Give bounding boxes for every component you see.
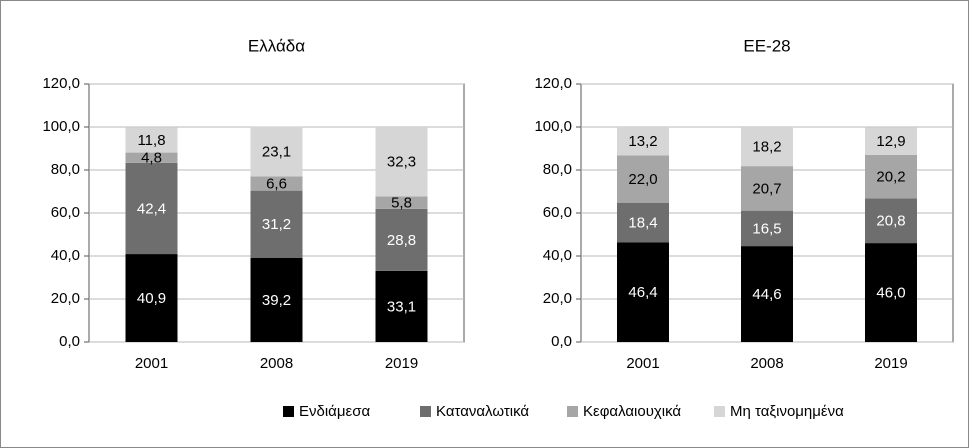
bar-segment (617, 242, 669, 342)
y-tick-label: 120,0 (534, 75, 572, 92)
bar-segment (125, 162, 178, 255)
legend-swatch (420, 406, 431, 417)
data-label: 42,4 (137, 200, 166, 217)
x-tick-label: 2019 (874, 355, 907, 372)
bar-segment (865, 127, 917, 155)
bar-segment (250, 257, 303, 342)
y-tick-label: 80,0 (543, 161, 572, 178)
data-label: 23,1 (262, 144, 291, 161)
data-label: 20,7 (752, 180, 781, 197)
data-label: 6,6 (266, 176, 287, 193)
bar-segment (741, 210, 793, 247)
data-label: 5,8 (391, 195, 412, 212)
data-label: 22,0 (628, 171, 657, 188)
y-tick-label: 0,0 (551, 333, 572, 350)
data-label: 32,3 (387, 154, 416, 171)
y-tick-label: 40,0 (51, 247, 80, 264)
bar-segment (617, 127, 669, 156)
bar-segment (250, 190, 303, 258)
data-label: 11,8 (137, 132, 165, 149)
data-label: 46,4 (628, 284, 657, 301)
bar-segment (375, 127, 428, 197)
bar-segment (250, 126, 303, 177)
bar-segment (865, 154, 917, 199)
y-tick-label: 100,0 (42, 118, 80, 135)
data-label: 44,6 (752, 286, 781, 303)
data-label: 31,2 (262, 216, 291, 233)
bar-segment (250, 176, 303, 191)
legend-label: Κεφαλαιουχικά (583, 403, 681, 420)
y-tick-label: 0,0 (59, 333, 80, 350)
data-label: 40,9 (137, 290, 166, 307)
bar-segment (617, 155, 669, 203)
x-tick-label: 2001 (135, 355, 168, 372)
legend-label: Μη ταξινομημένα (730, 403, 844, 420)
data-label: 4,8 (141, 150, 162, 167)
bar-segment (125, 254, 178, 342)
bar-segment (125, 152, 178, 163)
data-label: 18,4 (628, 214, 657, 231)
bar-segment (741, 127, 793, 167)
bar-segment (741, 166, 793, 211)
bar-segment (741, 246, 793, 342)
chart-title: Ελλάδα (248, 36, 305, 55)
y-tick-label: 80,0 (51, 161, 80, 178)
legend-label: Ενδιάμεσα (299, 403, 370, 420)
data-label: 33,1 (387, 298, 416, 315)
data-label: 20,2 (876, 169, 905, 186)
data-label: 12,9 (876, 133, 905, 150)
data-label: 28,8 (387, 232, 416, 249)
bar-segment (125, 127, 178, 153)
legend-label: Καταναλωτικά (436, 403, 529, 420)
data-label: 20,8 (876, 213, 905, 230)
y-tick-label: 60,0 (543, 204, 572, 221)
y-tick-label: 40,0 (543, 247, 572, 264)
data-label: 46,0 (876, 285, 905, 302)
y-tick-label: 120,0 (42, 75, 80, 92)
x-tick-label: 2008 (260, 355, 293, 372)
bar-segment (375, 270, 428, 342)
x-tick-label: 2001 (626, 355, 659, 372)
legend-swatch (283, 406, 294, 417)
data-label: 16,5 (752, 220, 781, 237)
bar-segment (375, 208, 428, 271)
bar-segment (865, 198, 917, 244)
data-label: 18,2 (752, 139, 781, 156)
y-tick-label: 20,0 (51, 290, 80, 307)
y-tick-label: 20,0 (543, 290, 572, 307)
x-tick-label: 2008 (750, 355, 783, 372)
data-label: 39,2 (262, 292, 291, 309)
chart-title: ΕΕ-28 (743, 36, 790, 55)
bar-segment (617, 202, 669, 243)
bar-segment (865, 243, 917, 342)
legend-swatch (567, 406, 578, 417)
bar-segment (375, 196, 428, 209)
y-tick-label: 60,0 (51, 204, 80, 221)
data-label: 13,2 (628, 133, 657, 150)
x-tick-label: 2019 (385, 355, 418, 372)
legend-swatch (714, 406, 725, 417)
y-tick-label: 100,0 (534, 118, 572, 135)
